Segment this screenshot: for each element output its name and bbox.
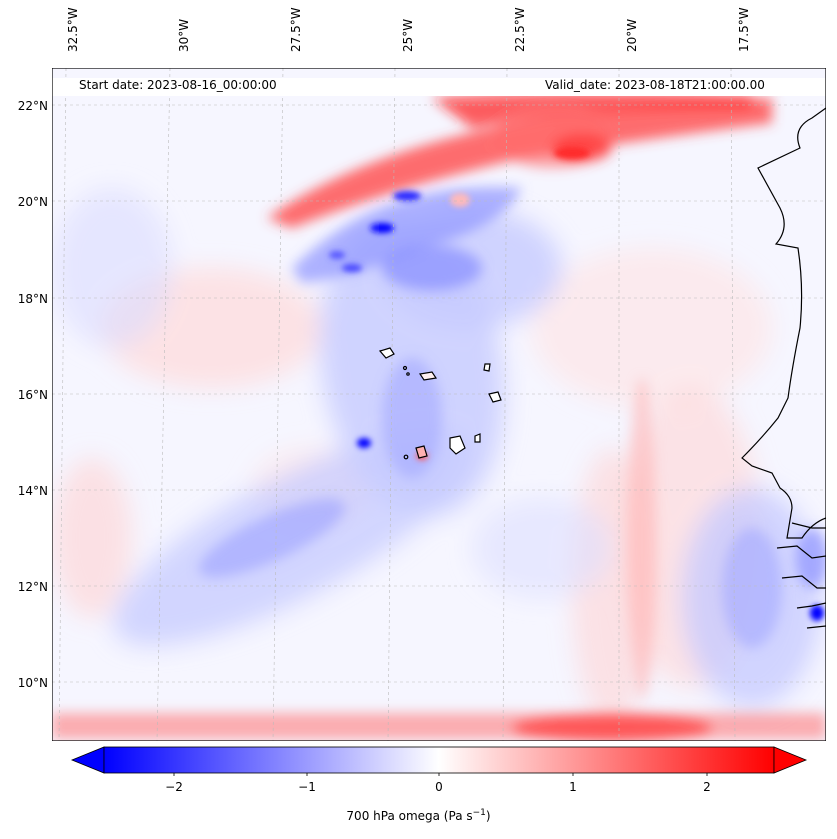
colorbar-tick-neg2: −2	[165, 780, 183, 794]
colorbar-tick-1: 1	[569, 780, 577, 794]
colorbar-ticks	[173, 773, 708, 776]
cape-verde-islands	[378, 347, 502, 460]
lon-label-30w: 30°W	[177, 18, 191, 52]
lat-label-18n: 18°N	[17, 292, 48, 306]
lon-label-25w: 25°W	[401, 18, 415, 52]
lon-label-20w: 20°W	[625, 18, 639, 52]
lat-label-22n: 22°N	[17, 99, 48, 113]
colorbar-tick-0: 0	[435, 780, 443, 794]
lat-label-12n: 12°N	[17, 580, 48, 594]
colorbar-min-extend	[70, 746, 105, 774]
lat-label-10n: 10°N	[17, 676, 48, 690]
colorbar-label-end: )	[485, 809, 491, 823]
lon-label-22-5w: 22.5°W	[513, 7, 527, 52]
lon-label-32-5w: 32.5°W	[66, 7, 80, 52]
graticule	[52, 68, 826, 741]
colorbar-max-extend	[773, 746, 808, 774]
lat-label-16n: 16°N	[17, 388, 48, 402]
map-panel	[52, 68, 826, 741]
colorbar-tick-neg1: −1	[298, 780, 316, 794]
colorbar-label-sup: −1	[472, 808, 486, 818]
lon-label-17-5w: 17.5°W	[737, 7, 751, 52]
coastlines	[741, 107, 826, 629]
lon-label-27-5w: 27.5°W	[289, 7, 303, 52]
omega-field	[52, 92, 826, 741]
colorbar-bar	[103, 746, 775, 774]
lat-label-20n: 20°N	[17, 195, 48, 209]
start-date-text: Start date: 2023-08-16_00:00:00	[79, 78, 277, 92]
colorbar-tick-2: 2	[703, 780, 711, 794]
colorbar-label-main: 700 hPa omega (Pa s	[346, 809, 473, 823]
colorbar-label: 700 hPa omega (Pa s−1)	[0, 808, 837, 823]
colorbar	[70, 746, 808, 776]
lat-label-14n: 14°N	[17, 484, 48, 498]
header-band	[52, 78, 826, 96]
valid-date-text: Valid_date: 2023-08-18T21:00:00.00	[545, 78, 765, 92]
